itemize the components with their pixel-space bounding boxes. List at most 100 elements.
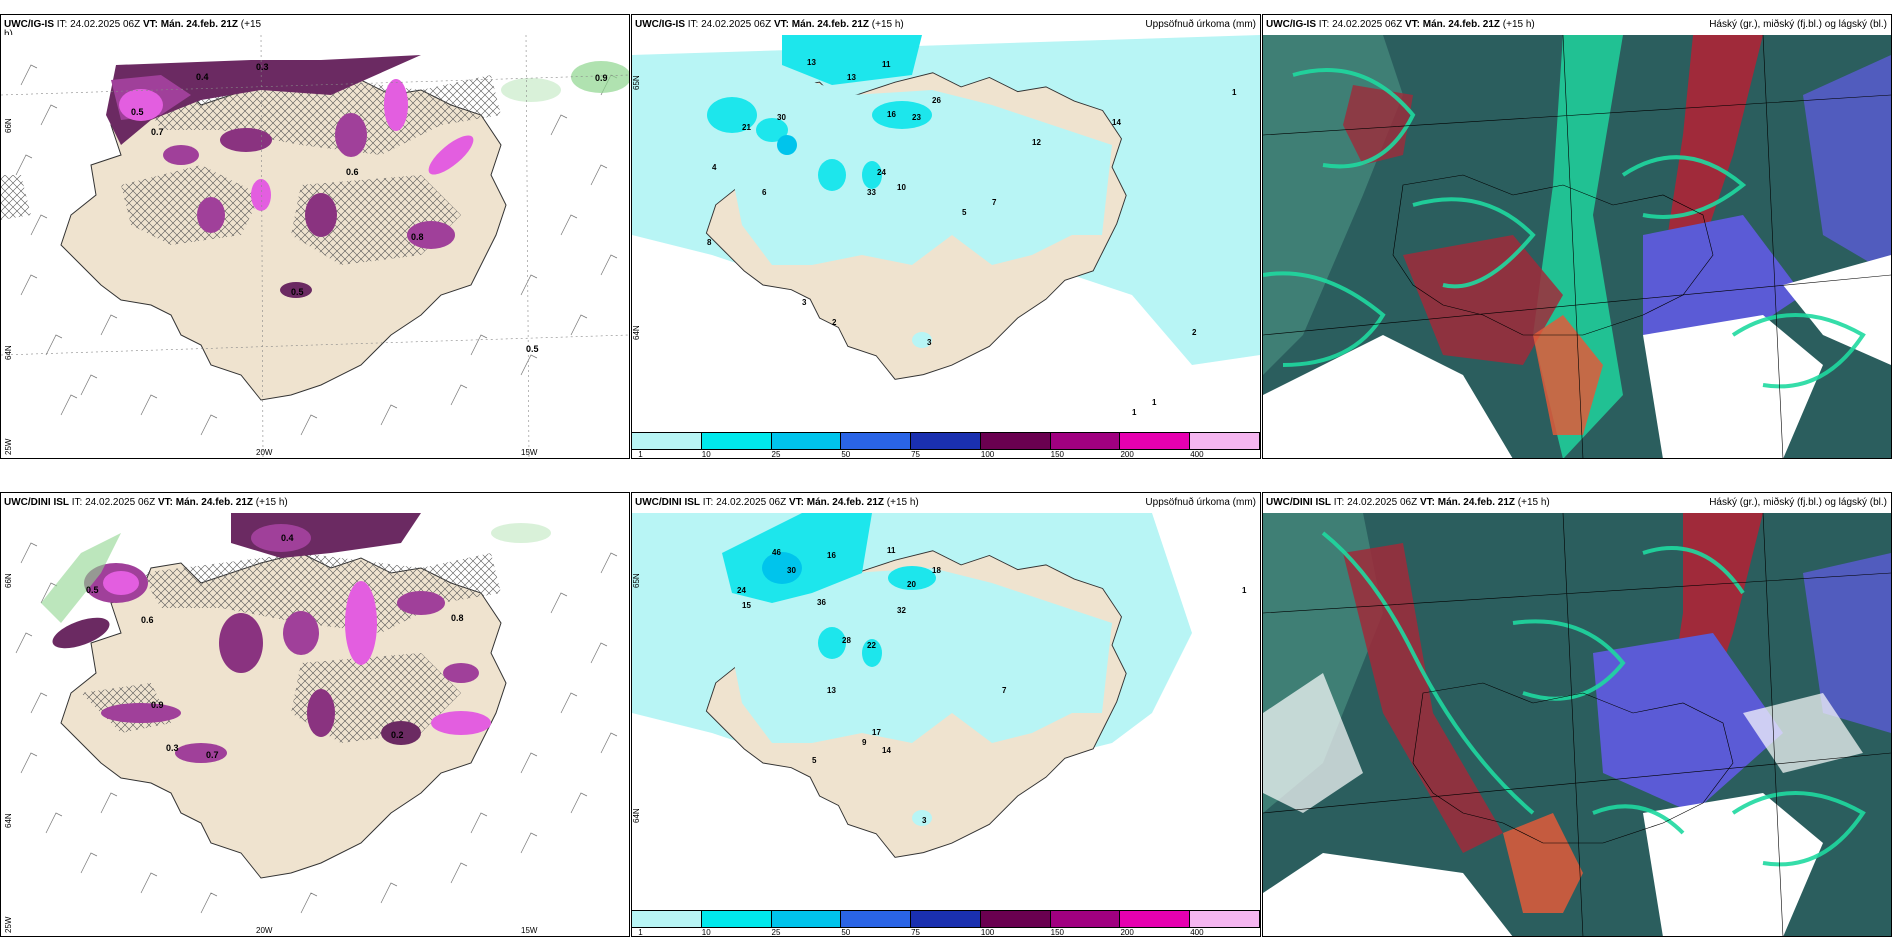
svg-text:4: 4: [712, 163, 717, 172]
svg-text:0.2: 0.2: [391, 730, 404, 740]
svg-text:0.7: 0.7: [151, 127, 164, 137]
svg-text:14: 14: [882, 746, 891, 755]
panel-icing-dini: UWC/DINI ISL IT: 24.02.2025 06Z VT: Mán.…: [0, 492, 630, 937]
colorbar-label: 10: [701, 928, 711, 937]
svg-text:15: 15: [742, 601, 751, 610]
svg-text:33: 33: [867, 188, 876, 197]
colorbar-label: 1: [638, 450, 643, 459]
svg-text:26: 26: [932, 96, 941, 105]
colorbar-label: 400: [1190, 928, 1204, 937]
value-labels: 0.3 0.4 0.5 0.7 0.6 0.8 0.5 0.5 0.9: [131, 62, 608, 354]
svg-text:7: 7: [992, 198, 997, 207]
colorbar-label: 10: [701, 450, 711, 459]
colorbar-swatch: [911, 433, 981, 449]
svg-text:1: 1: [1232, 88, 1237, 97]
panel-header: UWC/IG-IS IT: 24.02.2025 06Z VT: Mán. 24…: [1263, 15, 1891, 35]
svg-text:23: 23: [912, 113, 921, 122]
value-labels: 13 13 11 30 21 26 16 23 24 33 10 8 4 6 3…: [707, 58, 1237, 417]
lat-label: 64N: [632, 808, 641, 823]
lon-label: 20W: [256, 926, 273, 935]
colorbar-swatch: [1050, 433, 1121, 449]
lon-label: 15W: [521, 926, 538, 935]
icing-fields: [106, 55, 474, 298]
lat-label: 25W: [4, 438, 13, 455]
colorbar-swatch: [1190, 911, 1260, 927]
svg-text:0.3: 0.3: [166, 743, 179, 753]
svg-text:20: 20: [907, 580, 916, 589]
colorbar-label: 75: [911, 928, 921, 937]
precip-map: 46 16 11 30 24 22 15 18 20 32 36 28 17 9…: [632, 513, 1260, 936]
svg-text:5: 5: [962, 208, 967, 217]
colorbar-swatch: [1050, 911, 1121, 927]
lat-label: 64N: [4, 345, 13, 360]
panel-clouds-igis: UWC/IG-IS IT: 24.02.2025 06Z VT: Mán. 24…: [1262, 14, 1892, 459]
svg-text:1: 1: [1132, 408, 1137, 417]
panel-icing-igis: UWC/IG-IS IT: 24.02.2025 06Z VT: Mán. 24…: [0, 14, 630, 459]
svg-text:3: 3: [922, 816, 927, 825]
colorbar-swatch: [841, 433, 912, 449]
wind-barbs: [15, 64, 618, 436]
svg-text:46: 46: [772, 548, 781, 557]
panel-precip-igis: UWC/IG-IS IT: 24.02.2025 06Z VT: Mán. 24…: [631, 14, 1261, 459]
colorbar-swatch: [632, 433, 702, 449]
svg-text:16: 16: [827, 551, 836, 560]
colorbar-swatch: [1190, 433, 1260, 449]
svg-text:32: 32: [897, 606, 906, 615]
svg-text:13: 13: [827, 686, 836, 695]
svg-text:24: 24: [877, 168, 886, 177]
svg-text:13: 13: [807, 58, 816, 67]
svg-text:16: 16: [887, 110, 896, 119]
icing-map: 0.4 0.5 0.8 0.6 0.7 0.3 0.9 0.2: [1, 513, 629, 936]
lat-label: 64N: [632, 325, 641, 340]
colorbar-label: 400: [1190, 450, 1204, 459]
svg-text:11: 11: [882, 60, 891, 69]
panel-header: UWC/DINI ISL IT: 24.02.2025 06Z VT: Mán.…: [632, 493, 1260, 513]
svg-text:30: 30: [777, 113, 786, 122]
svg-text:12: 12: [1032, 138, 1041, 147]
colorbar-swatch: [632, 911, 702, 927]
svg-text:36: 36: [817, 598, 826, 607]
colorbar-swatch: [701, 911, 772, 927]
colorbar-swatch: [911, 911, 981, 927]
svg-text:0.5: 0.5: [86, 585, 99, 595]
colorbar-swatch: [771, 433, 842, 449]
lat-label: 65N: [632, 75, 641, 90]
colorbar-label: 50: [841, 928, 851, 937]
value-labels: 46 16 11 30 24 22 15 18 20 32 36 28 17 9…: [737, 546, 1247, 825]
lat-label: 65N: [632, 573, 641, 588]
svg-text:9: 9: [862, 738, 867, 747]
panel-header: UWC/IG-IS IT: 24.02.2025 06Z VT: Mán. 24…: [1, 15, 629, 35]
svg-text:0.4: 0.4: [196, 72, 209, 82]
colorbar-swatch: [841, 911, 912, 927]
colorbar-swatch: [701, 433, 772, 449]
colorbar-label: 150: [1050, 928, 1065, 937]
colorbar-label: 100: [980, 450, 995, 459]
svg-text:21: 21: [742, 123, 751, 132]
colorbar-label: 50: [841, 450, 851, 459]
colorbar: 1 10 25 50 75 100 150 200 400: [632, 432, 1260, 458]
svg-text:0.5: 0.5: [131, 107, 144, 117]
svg-text:8: 8: [707, 238, 712, 247]
panel-clouds-dini: UWC/DINI ISL IT: 24.02.2025 06Z VT: Mán.…: [1262, 492, 1892, 937]
svg-text:22: 22: [867, 641, 876, 650]
svg-text:1: 1: [1242, 586, 1247, 595]
svg-text:6: 6: [762, 188, 767, 197]
colorbar-label: 1: [638, 928, 643, 937]
svg-text:14: 14: [1112, 118, 1121, 127]
svg-text:0.5: 0.5: [526, 344, 539, 354]
svg-text:24: 24: [737, 586, 746, 595]
svg-text:13: 13: [847, 73, 856, 82]
lon-label: 15W: [521, 448, 538, 457]
svg-text:28: 28: [842, 636, 851, 645]
svg-text:0.4: 0.4: [281, 533, 294, 543]
panel-header: UWC/DINI ISL IT: 24.02.2025 06Z VT: Mán.…: [1263, 493, 1891, 513]
panel-header: UWC/IG-IS IT: 24.02.2025 06Z VT: Mán. 24…: [632, 15, 1260, 35]
svg-text:18: 18: [932, 566, 941, 575]
svg-text:0.6: 0.6: [141, 615, 154, 625]
lat-label: 25W: [4, 916, 13, 933]
value-labels: 0.4 0.5 0.8 0.6 0.7 0.3 0.9 0.2: [86, 533, 464, 760]
panel-precip-dini: UWC/DINI ISL IT: 24.02.2025 06Z VT: Mán.…: [631, 492, 1261, 937]
svg-text:3: 3: [802, 298, 807, 307]
svg-text:0.3: 0.3: [256, 62, 269, 72]
lat-label: 66N: [4, 118, 13, 133]
